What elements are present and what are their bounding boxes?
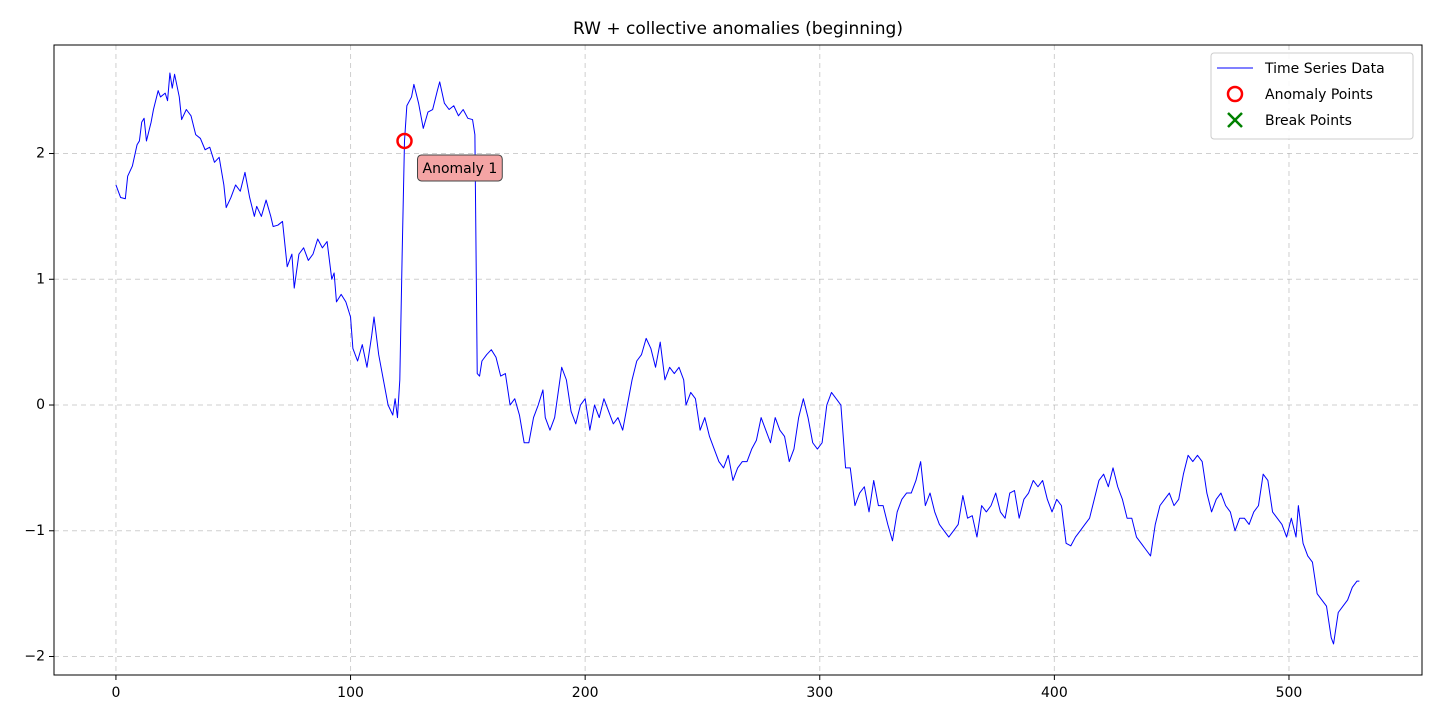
legend: Time Series Data Anomaly Points Break Poin… <box>1210 52 1414 140</box>
legend-label: Anomaly Points <box>1265 87 1373 103</box>
legend-box <box>1210 52 1414 140</box>
chart-title: RW + collective anomalies (beginning) <box>573 19 903 39</box>
legend-swatch <box>1226 85 1244 103</box>
x-tick-label: 500 <box>1276 685 1303 701</box>
x-tick-label: 200 <box>572 685 599 701</box>
anomaly-point <box>396 132 413 150</box>
x-tick-label: 400 <box>1041 685 1068 701</box>
data-line <box>115 72 1360 645</box>
y-tick-label: 0 <box>36 397 45 413</box>
legend-swatch <box>1227 112 1243 128</box>
x-tick-label: 0 <box>111 685 120 701</box>
annotation-box <box>417 154 503 182</box>
annotation-text: Anomaly 1 <box>423 161 498 177</box>
legend-label: Break Points <box>1265 113 1352 129</box>
x-tick-label: 100 <box>337 685 364 701</box>
y-tick-label: −2 <box>24 649 45 665</box>
y-tick-label: 2 <box>36 146 45 162</box>
legend-label: Time Series Data <box>1264 61 1385 77</box>
y-tick-label: 1 <box>36 271 45 287</box>
x-tick-label: 300 <box>806 685 833 701</box>
plot-frame <box>53 44 1423 676</box>
y-tick-label: −1 <box>24 523 45 539</box>
